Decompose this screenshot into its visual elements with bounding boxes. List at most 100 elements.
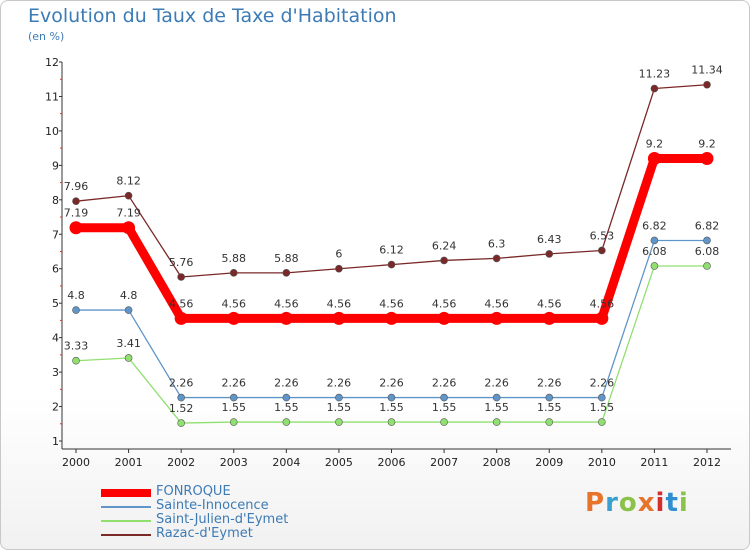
data-point [492, 393, 501, 402]
x-tick-label: 2002 [167, 456, 195, 469]
chart-title: Evolution du Taux de Taxe d'Habitation [28, 5, 397, 27]
data-point [332, 311, 346, 325]
x-tick-label: 2008 [483, 456, 511, 469]
data-label: 6.82 [642, 219, 667, 232]
data-point [124, 306, 133, 314]
data-label: 1.55 [379, 401, 404, 414]
data-label: 1.55 [222, 401, 247, 414]
data-point [598, 418, 606, 426]
data-label: 1.55 [327, 401, 352, 414]
data-labels-layer: 7.96 8.12 5.76 5.88 5.88 6 6.12 6.24 6.3 6.43 6.53… [64, 64, 723, 415]
y-tick-label: 4 [52, 332, 59, 345]
data-point [124, 191, 133, 200]
data-label: 7.19 [116, 207, 141, 220]
data-label: 4.56 [432, 297, 457, 310]
data-label: 6.43 [537, 233, 562, 246]
data-point [492, 418, 501, 426]
data-label: 6.82 [695, 219, 720, 232]
data-label: 4.56 [274, 297, 299, 310]
x-tick-label: 2001 [115, 456, 143, 469]
data-label: 8.12 [116, 175, 141, 188]
data-label: 3.41 [116, 337, 141, 350]
data-point [490, 311, 504, 325]
x-tick-label: 2010 [588, 456, 616, 469]
data-point [174, 311, 188, 325]
x-tick-label: 2012 [693, 456, 721, 469]
data-label: 4.8 [120, 289, 138, 302]
y-tick-label: 3 [52, 366, 59, 379]
x-tick-label: 2009 [535, 456, 563, 469]
series-layer [69, 80, 714, 427]
data-point [72, 306, 80, 314]
logo-letter: x [637, 488, 656, 518]
data-label: 11.34 [691, 64, 723, 77]
data-label: 2.26 [169, 377, 194, 390]
data-point [387, 260, 396, 269]
data-label: 6.08 [695, 245, 720, 258]
y-tick-label: 1 [52, 435, 59, 448]
logo-letter: t [665, 488, 679, 518]
x-tick-label: 2003 [220, 456, 248, 469]
data-point [279, 311, 293, 325]
data-label: 2.26 [274, 377, 299, 390]
data-label: 6.24 [432, 239, 457, 252]
data-point [122, 221, 136, 235]
data-label: 5.88 [222, 252, 247, 265]
x-tick-label: 2005 [325, 456, 353, 469]
data-point [177, 393, 185, 402]
x-tick-label: 2011 [640, 456, 668, 469]
data-point [387, 393, 396, 402]
y-tick-label: 12 [45, 56, 59, 69]
data-point [598, 393, 606, 402]
data-point [335, 418, 343, 426]
data-point [650, 262, 659, 270]
data-point [595, 311, 609, 325]
data-point [335, 393, 343, 402]
y-tick-label: 5 [52, 297, 59, 310]
data-label: 4.56 [169, 297, 194, 310]
data-label: 7.19 [64, 207, 89, 220]
data-label: 6 [335, 248, 342, 261]
data-label: 4.8 [67, 289, 85, 302]
data-label: 11.23 [639, 68, 671, 81]
legend-label: Sainte-Innocence [156, 498, 269, 513]
y-tick-label: 9 [52, 159, 59, 172]
data-point [703, 80, 711, 89]
data-label: 6.3 [488, 237, 506, 250]
data-label: 1.55 [537, 401, 562, 414]
logo-letter: P [585, 488, 606, 518]
logo-letter: i [678, 488, 689, 518]
logo-letter: o [618, 488, 638, 518]
data-point [229, 418, 238, 426]
data-point [177, 273, 185, 281]
data-label: 3.33 [64, 340, 89, 353]
data-label: 7.96 [64, 180, 89, 193]
y-tick-label: 2 [52, 401, 59, 414]
legend-swatch [101, 520, 151, 522]
legend-label: Razac-d'Eymet [156, 526, 253, 541]
data-point [72, 197, 80, 205]
data-point [229, 269, 238, 277]
data-point [492, 254, 501, 263]
data-point [282, 269, 291, 277]
y-tick-label: 7 [52, 228, 59, 241]
data-point [700, 151, 714, 165]
data-label: 9.2 [646, 137, 664, 150]
y-tick-label: 11 [45, 90, 59, 103]
logo-letter: r [605, 488, 619, 518]
data-label: 1.55 [274, 401, 299, 414]
y-tick-label: 10 [45, 125, 59, 138]
data-point [545, 393, 554, 402]
data-point [703, 236, 711, 245]
data-label: 6.08 [642, 245, 667, 258]
data-label: 4.56 [379, 297, 404, 310]
data-label: 4.56 [327, 297, 352, 310]
data-point [124, 354, 133, 362]
y-tick-label: 6 [52, 263, 59, 276]
data-point [545, 418, 554, 426]
data-label: 2.26 [537, 377, 562, 390]
legend-swatch [101, 506, 151, 508]
